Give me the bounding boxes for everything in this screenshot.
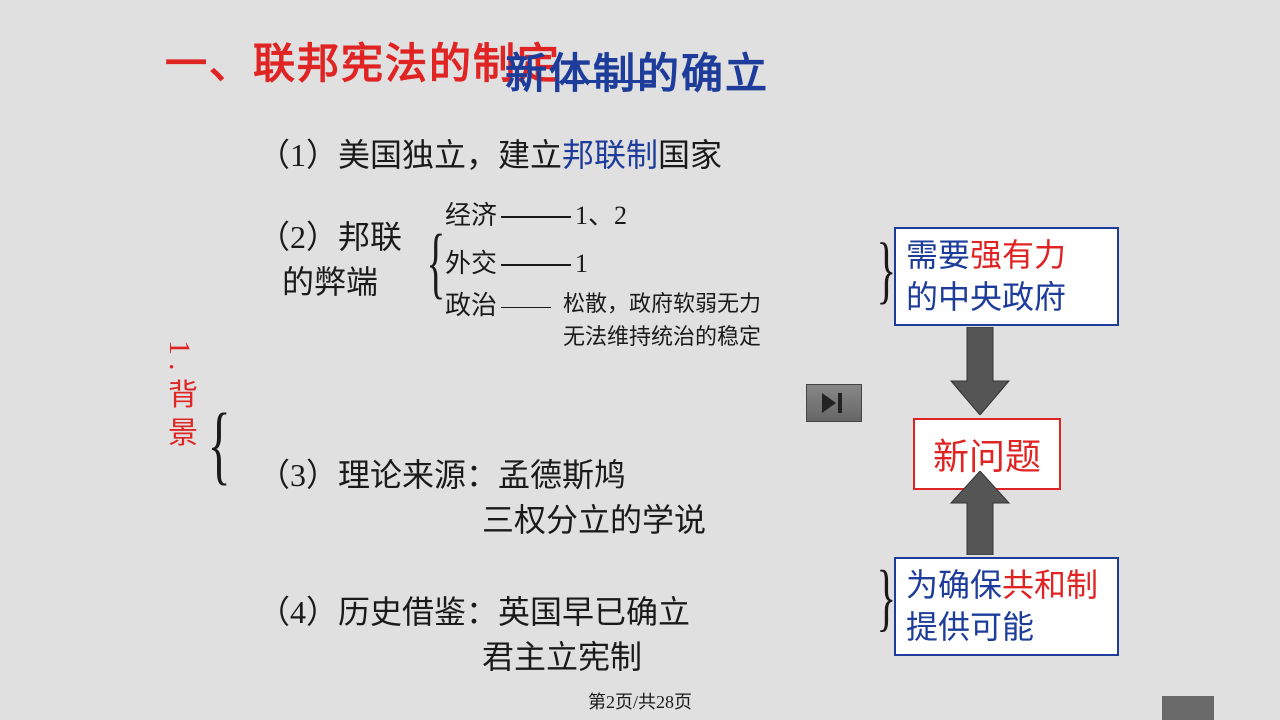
point-1-highlight: 邦联制 bbox=[562, 137, 658, 173]
box-3-seg-1: 为确保 bbox=[906, 567, 1002, 603]
point-2-diplomacy-label: 外交 bbox=[445, 249, 497, 278]
point-2-diplomacy-value: 1 bbox=[575, 249, 588, 278]
point-2-politics-detail-1: 松散，政府软弱无力 bbox=[563, 291, 761, 316]
decorative-block bbox=[1162, 696, 1214, 720]
point-1-suffix: 国家 bbox=[658, 137, 722, 173]
box-1-seg-3: 的中央政府 bbox=[906, 279, 1066, 315]
arrow-up-icon bbox=[945, 471, 1015, 555]
point-4-line-2: 君主立宪制 bbox=[258, 635, 690, 680]
callout-box-central-gov: 需要强有力的中央政府 bbox=[894, 227, 1119, 326]
line-icon bbox=[501, 216, 571, 218]
point-2-label: （2）邦联 的弊端 bbox=[258, 215, 402, 305]
point-2-diplomacy: 外交 1 bbox=[445, 243, 588, 280]
point-4-line-1: （4）历史借鉴：英国早已确立 bbox=[258, 594, 690, 630]
background-label-text: 1.背景 bbox=[163, 340, 196, 455]
arrow-down-icon bbox=[945, 327, 1015, 415]
point-2-politics: 政治 bbox=[445, 285, 555, 322]
play-next-button[interactable] bbox=[806, 384, 862, 422]
point-3-line-2: 三权分立的学说 bbox=[258, 498, 706, 543]
point-2-label-b: 的弊端 bbox=[282, 264, 378, 300]
line-icon bbox=[501, 264, 571, 266]
line-icon bbox=[501, 307, 551, 308]
box-1-seg-2: 强有力 bbox=[970, 237, 1066, 273]
big-brace-icon: { bbox=[208, 395, 231, 495]
box-3-seg-3: 提供可能 bbox=[906, 609, 1034, 645]
point-2-brace-icon: { bbox=[426, 218, 445, 309]
point-2-politics-detail: 松散，政府软弱无力 无法维持统治的稳定 bbox=[563, 287, 761, 353]
page-number: 第2页/共28页 bbox=[588, 688, 692, 714]
box-3-seg-2: 共和制 bbox=[1002, 567, 1098, 603]
point-2-economy-value: 1、2 bbox=[575, 201, 627, 230]
callout-box-republic: 为确保共和制提供可能 bbox=[894, 557, 1119, 656]
point-2-label-a: （2）邦联 bbox=[258, 219, 402, 255]
point-2-politics-detail-2: 无法维持统治的稳定 bbox=[563, 324, 761, 349]
point-4: （4）历史借鉴：英国早已确立 君主立宪制 bbox=[258, 590, 690, 680]
play-next-icon bbox=[820, 391, 848, 415]
box-1-seg-1: 需要 bbox=[906, 237, 970, 273]
point-2-economy-label: 经济 bbox=[445, 201, 497, 230]
point-2-politics-label: 政治 bbox=[445, 291, 497, 320]
point-3-line-1: （3）理论来源：孟德斯鸠 bbox=[258, 457, 626, 493]
point-2-economy: 经济 1、2 bbox=[445, 195, 627, 232]
point-1: （1）美国独立，建立邦联制国家 bbox=[258, 130, 722, 176]
point-3: （3）理论来源：孟德斯鸠 三权分立的学说 bbox=[258, 453, 706, 543]
background-label: 1.背景 bbox=[157, 340, 201, 455]
title-sub: 新体制的确立 bbox=[505, 40, 769, 101]
title-main-text: 一、联邦宪法的制定 bbox=[165, 42, 561, 88]
point-1-prefix: （1）美国独立，建立 bbox=[258, 137, 562, 173]
